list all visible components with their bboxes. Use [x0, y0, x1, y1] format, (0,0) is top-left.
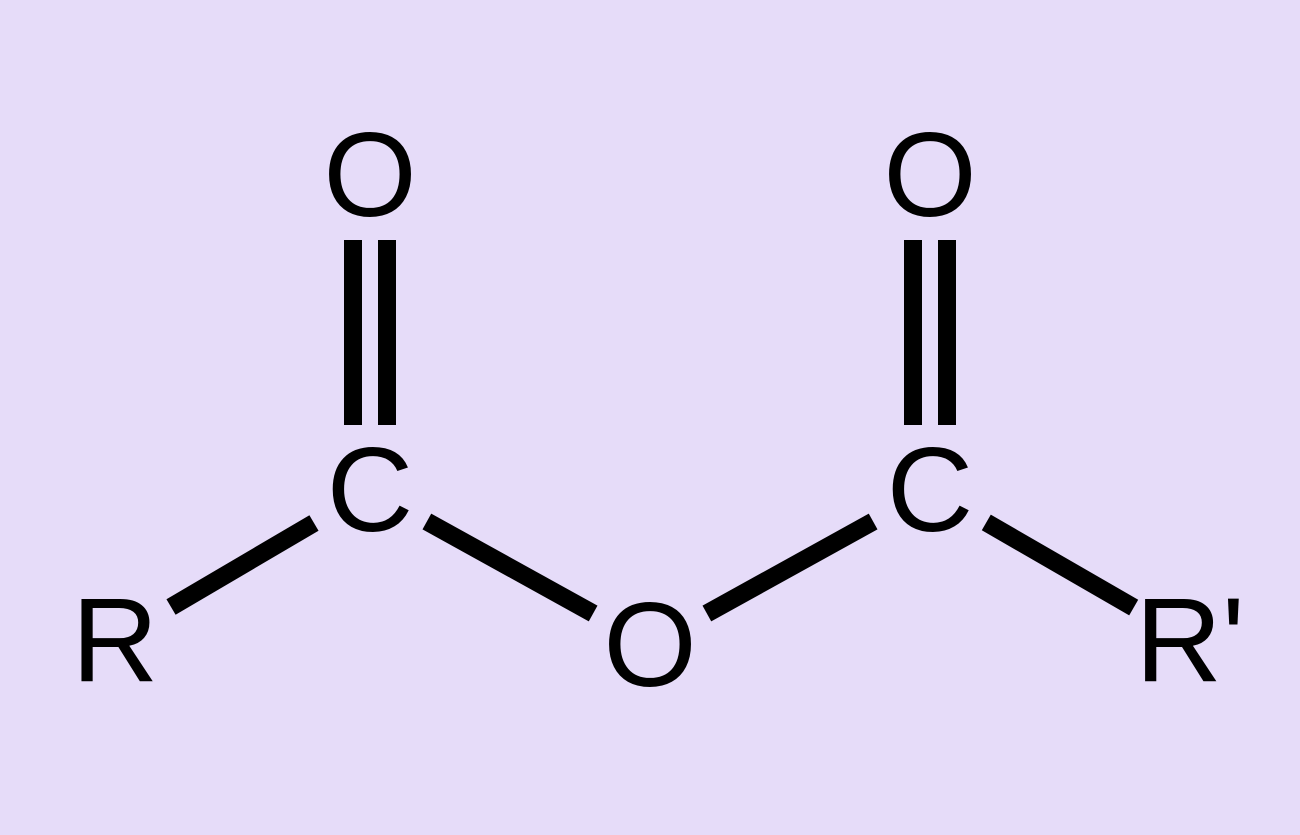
atom-label-R2: R' — [1135, 573, 1245, 707]
atom-label-C1: C — [327, 423, 414, 557]
atom-label-O1: O — [323, 108, 416, 242]
atom-label-Oc: O — [603, 578, 696, 712]
atom-label-R1: R — [72, 573, 159, 707]
chemical-structure-canvas: R C O O C O R' — [0, 0, 1300, 835]
atom-label-C2: C — [887, 423, 974, 557]
chemical-structure-svg: R C O O C O R' — [0, 0, 1300, 835]
atom-label-O2: O — [883, 108, 976, 242]
